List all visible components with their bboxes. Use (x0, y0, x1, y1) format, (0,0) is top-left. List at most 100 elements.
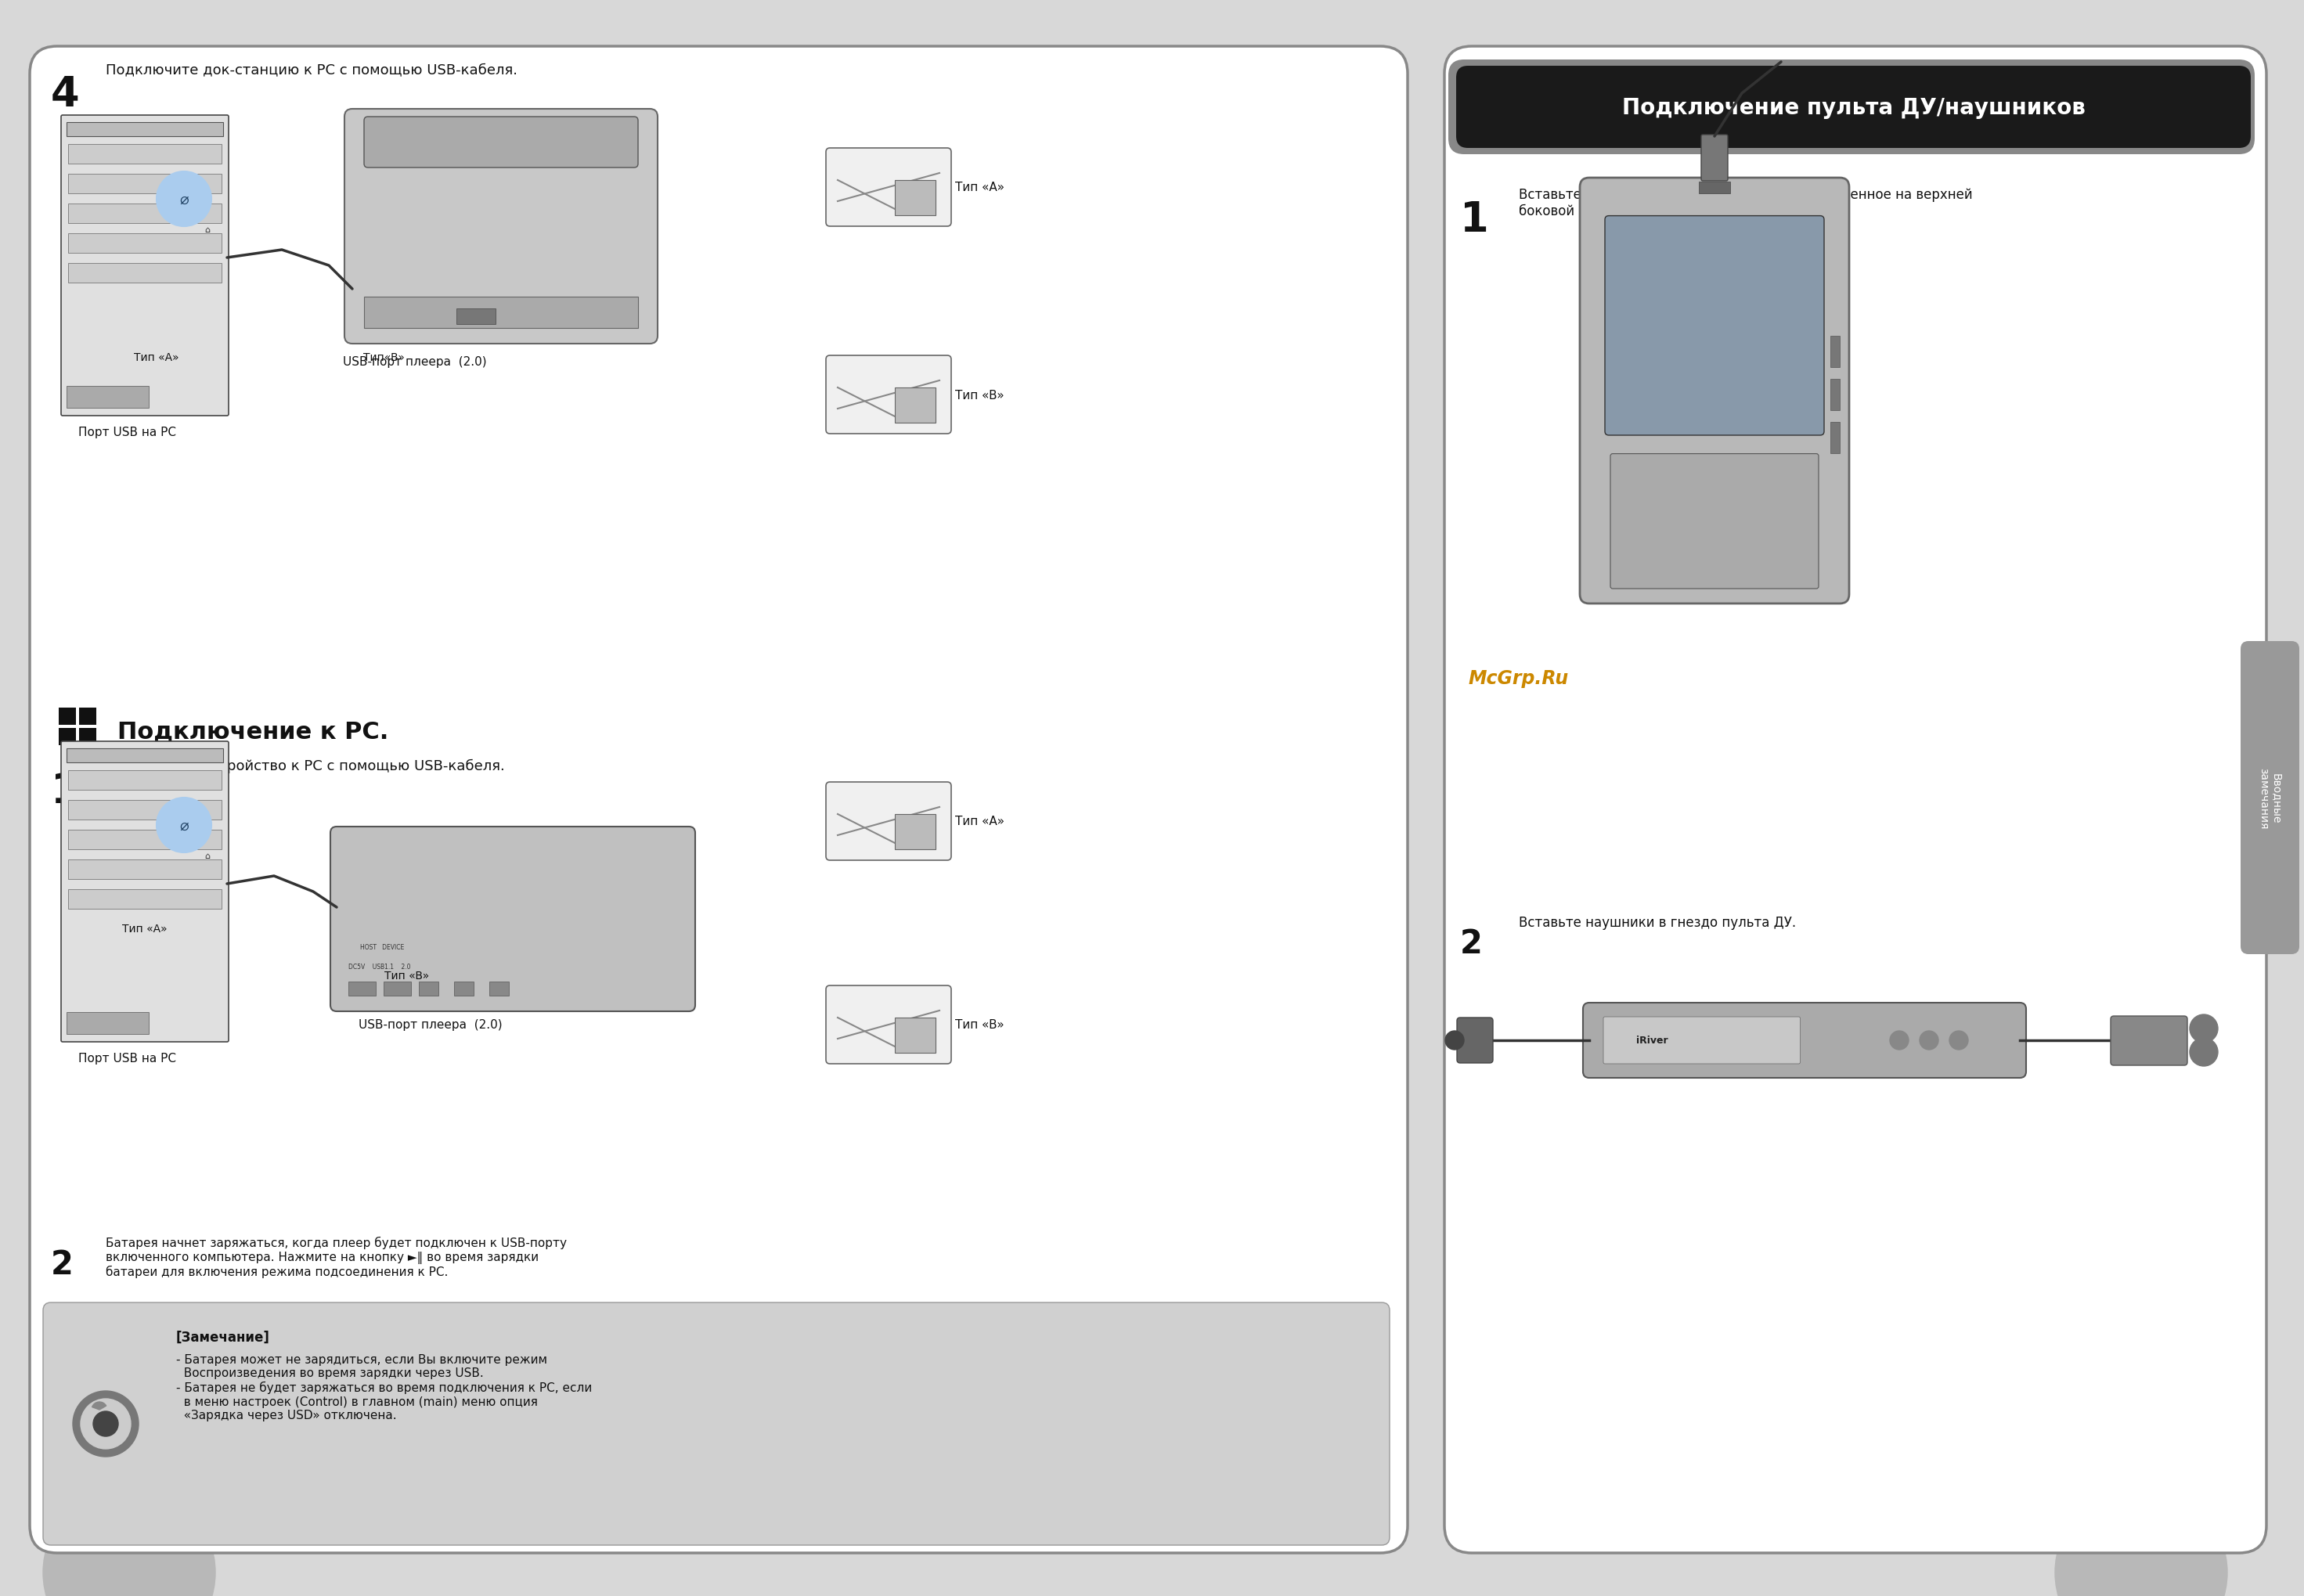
Circle shape (1445, 1031, 1463, 1050)
Text: ⌀: ⌀ (180, 817, 189, 833)
Bar (454, 982, 475, 996)
FancyBboxPatch shape (62, 117, 228, 417)
Text: Вставьте штекер пульта ДУ в гнездо, расположенное на верхней
боковой стороне пле: Вставьте штекер пульта ДУ в гнездо, расп… (1518, 188, 1972, 219)
FancyBboxPatch shape (825, 148, 952, 227)
Text: HOST   DEVICE: HOST DEVICE (359, 943, 403, 951)
Bar (894, 814, 935, 849)
FancyBboxPatch shape (1449, 61, 2256, 155)
Circle shape (1949, 1031, 1968, 1050)
Bar (69, 235, 221, 254)
Text: 1: 1 (51, 771, 81, 811)
FancyBboxPatch shape (1583, 1002, 2025, 1077)
Text: DC5V    USB1.1    2.0: DC5V USB1.1 2.0 (348, 962, 410, 970)
Bar (69, 830, 221, 849)
Bar (894, 1018, 935, 1053)
Text: Подключение к РС.: Подключение к РС. (118, 720, 389, 742)
Text: [Замечание]: [Замечание] (175, 1329, 270, 1344)
FancyBboxPatch shape (329, 827, 696, 1012)
Text: Тип «B»: Тип «B» (385, 970, 429, 982)
Bar (1698, 182, 1730, 195)
Bar (1829, 337, 1841, 367)
Bar (69, 174, 221, 195)
Wedge shape (92, 1401, 106, 1409)
Text: USB-порт плеера  (2.0): USB-порт плеера (2.0) (343, 356, 486, 367)
Bar (69, 889, 221, 910)
Text: ⌂: ⌂ (205, 227, 210, 235)
Bar (894, 388, 935, 423)
FancyBboxPatch shape (1581, 179, 1850, 603)
Bar (419, 982, 438, 996)
Text: Подключите док-станцию к PC с помощью USB-кабеля.: Подключите док-станцию к PC с помощью US… (106, 62, 518, 77)
Circle shape (81, 1398, 131, 1449)
Text: Вводные
замечания: Вводные замечания (2258, 768, 2281, 828)
Bar (69, 204, 221, 223)
Circle shape (1889, 1031, 1908, 1050)
FancyBboxPatch shape (825, 986, 952, 1065)
Text: - Батарея может не зарядиться, если Вы включите режим
  Воспроизведения во время: - Батарея может не зарядиться, если Вы в… (175, 1353, 592, 1420)
Bar (69, 771, 221, 790)
Bar (67, 749, 223, 763)
Bar (348, 982, 376, 996)
Bar (78, 728, 97, 745)
Text: Тип «A»: Тип «A» (956, 182, 1005, 193)
Text: Тип «A»: Тип «A» (122, 922, 168, 934)
Circle shape (74, 1392, 138, 1457)
FancyBboxPatch shape (1456, 67, 2251, 148)
FancyBboxPatch shape (825, 356, 952, 434)
FancyBboxPatch shape (1606, 217, 1825, 436)
Bar (67, 1012, 150, 1034)
Circle shape (157, 798, 212, 852)
Text: Тип«B»: Тип«B» (364, 353, 403, 362)
Text: iRiver: iRiver (1636, 1036, 1668, 1045)
FancyBboxPatch shape (1700, 136, 1728, 182)
Text: Тип «A»: Тип «A» (956, 816, 1005, 827)
Text: USB-порт плеера  (2.0): USB-порт плеера (2.0) (359, 1018, 502, 1031)
Text: 2: 2 (51, 1248, 74, 1280)
Circle shape (2189, 1037, 2219, 1066)
Circle shape (2055, 1486, 2228, 1596)
Text: Порт USB на PC: Порт USB на PC (78, 426, 175, 439)
Text: 4: 4 (51, 75, 81, 115)
Bar (894, 180, 935, 215)
FancyBboxPatch shape (30, 46, 1408, 1553)
Text: Тип «A»: Тип «A» (134, 353, 180, 362)
Bar (58, 709, 76, 725)
Bar (67, 123, 223, 137)
FancyBboxPatch shape (1445, 46, 2267, 1553)
FancyBboxPatch shape (825, 782, 952, 860)
Bar (69, 860, 221, 879)
FancyBboxPatch shape (2110, 1017, 2186, 1066)
Text: Порт USB на PC: Порт USB на PC (78, 1052, 175, 1065)
Bar (488, 982, 509, 996)
Bar (364, 297, 638, 329)
Bar (1829, 380, 1841, 410)
FancyBboxPatch shape (2239, 642, 2299, 954)
Bar (456, 310, 495, 324)
FancyBboxPatch shape (1604, 1017, 1799, 1065)
Bar (69, 263, 221, 282)
Text: Тип «B»: Тип «B» (956, 389, 1005, 401)
Text: ⌀: ⌀ (180, 192, 189, 207)
Circle shape (1919, 1031, 1938, 1050)
FancyBboxPatch shape (1610, 455, 1818, 589)
Text: ⌂: ⌂ (205, 852, 210, 860)
Bar (78, 709, 97, 725)
Bar (69, 800, 221, 820)
Text: Вставьте наушники в гнездо пульта ДУ.: Вставьте наушники в гнездо пульта ДУ. (1518, 916, 1797, 929)
Circle shape (44, 1486, 214, 1596)
Text: McGrp.Ru: McGrp.Ru (1468, 669, 1569, 688)
Circle shape (157, 172, 212, 227)
Circle shape (92, 1411, 118, 1436)
Circle shape (2189, 1015, 2219, 1042)
Text: 1: 1 (1461, 200, 1488, 239)
Text: Подключение пульта ДУ/наушников: Подключение пульта ДУ/наушников (1622, 97, 2085, 118)
Text: Подключите устройство к PC с помощью USB-кабеля.: Подключите устройство к PC с помощью USB… (106, 758, 505, 772)
Bar (1829, 423, 1841, 453)
Bar (382, 982, 410, 996)
Bar (69, 145, 221, 164)
Text: Батарея начнет заряжаться, когда плеер будет подключен к USB-порту
включенного к: Батарея начнет заряжаться, когда плеер б… (106, 1237, 567, 1278)
FancyBboxPatch shape (346, 110, 657, 345)
FancyBboxPatch shape (364, 118, 638, 168)
Text: Тип «B»: Тип «B» (956, 1018, 1005, 1031)
Bar (58, 728, 76, 745)
